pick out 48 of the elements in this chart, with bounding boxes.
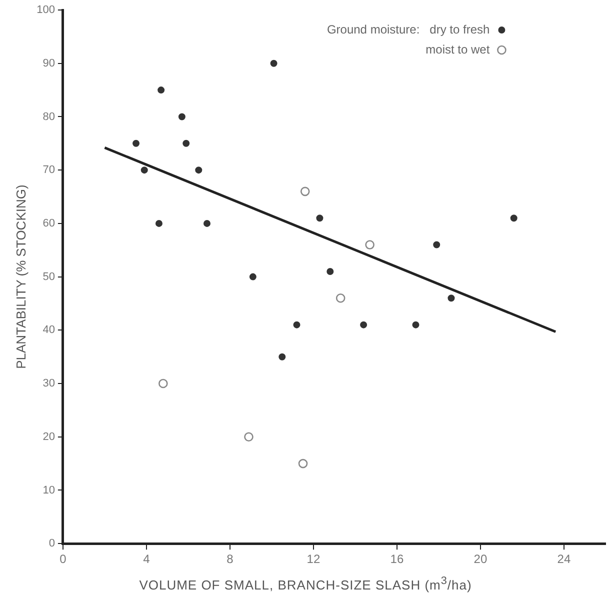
point xyxy=(182,140,190,147)
x-tick-label: 4 xyxy=(143,552,150,566)
x-tick-label: 12 xyxy=(306,552,320,566)
point xyxy=(433,241,440,248)
point xyxy=(326,268,334,275)
point xyxy=(158,86,165,94)
y-tick-label: 70 xyxy=(42,164,55,176)
point xyxy=(278,353,286,360)
y-tick-label: 30 xyxy=(42,378,55,390)
point xyxy=(195,166,202,174)
x-tick-label: 8 xyxy=(226,552,234,566)
y-axis-title: PLANTABILITY (% STOCKING) xyxy=(13,184,28,369)
y-tick-label: 40 xyxy=(42,324,55,336)
y-tick-label: 50 xyxy=(42,270,55,283)
y-tick-label: 0 xyxy=(48,538,55,550)
y-tick-label: 100 xyxy=(36,4,55,16)
y-tick-label: 80 xyxy=(42,110,55,123)
point xyxy=(270,60,278,67)
point xyxy=(365,240,374,250)
point xyxy=(298,458,308,468)
legend-title: Ground moisture: xyxy=(326,22,420,36)
x-tick-label: 16 xyxy=(390,552,404,566)
point xyxy=(510,214,518,222)
legend-label: dry to fresh xyxy=(430,22,490,36)
x-tick-label: 20 xyxy=(474,552,488,566)
point xyxy=(132,140,140,147)
x-tick-label: 24 xyxy=(557,552,571,566)
point xyxy=(249,273,256,280)
point xyxy=(155,220,162,227)
point xyxy=(336,293,346,303)
point xyxy=(360,321,368,328)
point xyxy=(412,321,420,328)
point xyxy=(293,321,300,328)
y-tick-label: 10 xyxy=(42,484,55,496)
point xyxy=(316,214,324,222)
y-tick-label: 60 xyxy=(42,217,55,230)
y-tick-label: 20 xyxy=(42,430,55,443)
point xyxy=(244,432,254,442)
legend-label: moist to wet xyxy=(426,42,490,56)
x-axis-title: VOLUME OF SMALL, BRANCH-SIZE SLASH (m$^{3}$/ha) xyxy=(138,575,473,592)
point xyxy=(203,220,210,227)
point xyxy=(178,113,186,120)
x-tick-label: 0 xyxy=(60,552,67,566)
point xyxy=(300,186,310,196)
point xyxy=(448,294,455,302)
y-tick-label: 90 xyxy=(42,57,55,70)
point xyxy=(158,378,168,388)
point xyxy=(140,166,148,174)
